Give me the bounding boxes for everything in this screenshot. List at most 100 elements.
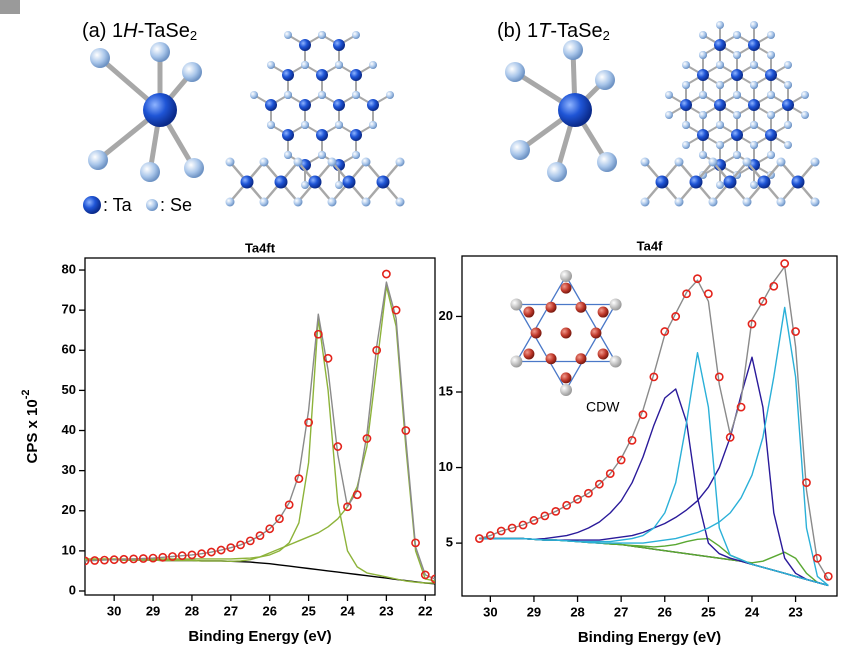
- data-point: [649, 372, 659, 382]
- atom: [765, 69, 777, 81]
- atom: [609, 298, 622, 311]
- atom: [731, 69, 743, 81]
- atom: [316, 69, 328, 81]
- data-point: [812, 553, 822, 563]
- atom: [674, 157, 684, 167]
- atom: [250, 91, 258, 99]
- y-tick-label: 70: [62, 302, 76, 317]
- atom: [590, 327, 602, 339]
- corner-tab: [0, 0, 20, 14]
- x-tick-label: 26: [262, 603, 276, 618]
- atom: [810, 197, 820, 207]
- data-point: [573, 494, 582, 504]
- atom: [284, 151, 292, 159]
- data-point: [594, 479, 604, 489]
- data-point: [158, 552, 168, 562]
- atom: [545, 353, 557, 365]
- atom: [386, 91, 394, 99]
- atom: [259, 197, 269, 207]
- atom: [150, 42, 170, 62]
- atom: [682, 81, 690, 89]
- y-tick-label: 40: [62, 422, 76, 437]
- fit-curve: [85, 285, 435, 582]
- atom: [597, 152, 617, 172]
- atom: [716, 181, 724, 189]
- atom: [697, 129, 709, 141]
- data-point: [660, 327, 670, 336]
- atom: [716, 141, 724, 149]
- atom: [680, 99, 692, 111]
- atom: [259, 157, 269, 167]
- plot-area: [475, 259, 833, 587]
- atom: [545, 301, 557, 313]
- atom: [395, 157, 405, 167]
- atom: [560, 282, 572, 294]
- atom: [748, 99, 760, 111]
- atom: [733, 91, 741, 99]
- y-axis-label: CPS x 10-2: [20, 390, 41, 464]
- atom: [767, 91, 775, 99]
- atom: [523, 306, 535, 318]
- atom: [750, 181, 758, 189]
- atom: [350, 129, 362, 141]
- atom: [665, 111, 673, 119]
- atom: [575, 353, 587, 365]
- data-point: [671, 312, 681, 321]
- atom: [510, 355, 523, 368]
- atom: [333, 39, 345, 51]
- x-tick-label: 30: [107, 603, 121, 618]
- atom: [563, 40, 583, 60]
- data-point: [638, 410, 648, 420]
- atom: [699, 111, 707, 119]
- panel-label: (a) 1H-TaSe2: [82, 20, 197, 43]
- atom: [723, 175, 737, 189]
- data-point: [562, 500, 572, 510]
- atom: [742, 197, 752, 207]
- data-point: [255, 531, 265, 541]
- atom: [274, 175, 288, 189]
- data-point: [245, 536, 255, 546]
- atom: [674, 197, 684, 207]
- chart-title: Ta4ft: [245, 240, 276, 255]
- data-point: [791, 327, 800, 336]
- structures: [88, 21, 820, 207]
- data-point: [177, 551, 187, 561]
- data-point: [616, 455, 626, 465]
- x-tick-label: 25: [301, 603, 315, 618]
- atom: [560, 384, 572, 396]
- data-point: [430, 574, 435, 584]
- data-point: [475, 534, 484, 543]
- atom: [748, 39, 760, 51]
- x-tick-label: 27: [614, 604, 628, 619]
- atom: [655, 175, 669, 189]
- atom: [716, 121, 724, 129]
- data-point: [216, 545, 226, 555]
- atom: [352, 151, 360, 159]
- data-point: [714, 372, 724, 382]
- y-axis-label-part: CPS x 10: [24, 399, 41, 463]
- data-point: [352, 490, 362, 500]
- atom: [697, 69, 709, 81]
- x-tick-label: 23: [788, 604, 802, 619]
- x-tick-label: 27: [224, 603, 238, 618]
- data-point: [187, 550, 197, 560]
- atom: [801, 91, 809, 99]
- atom: [361, 157, 371, 167]
- atom: [367, 99, 379, 111]
- atom: [547, 162, 567, 182]
- x-axis-label: Binding Energy (eV): [578, 629, 721, 646]
- data-point: [802, 478, 811, 488]
- atom: [523, 348, 535, 360]
- y-tick-label: 30: [62, 462, 76, 477]
- y-tick-label: 15: [439, 383, 453, 398]
- y-tick-label: 50: [62, 382, 76, 397]
- atom: [575, 301, 587, 313]
- data-point: [100, 555, 109, 565]
- atom: [776, 197, 786, 207]
- atom: [90, 48, 110, 68]
- panel-text: H: [123, 20, 138, 42]
- atom: [784, 61, 792, 69]
- atom: [665, 91, 673, 99]
- atom: [184, 158, 204, 178]
- atom: [757, 175, 771, 189]
